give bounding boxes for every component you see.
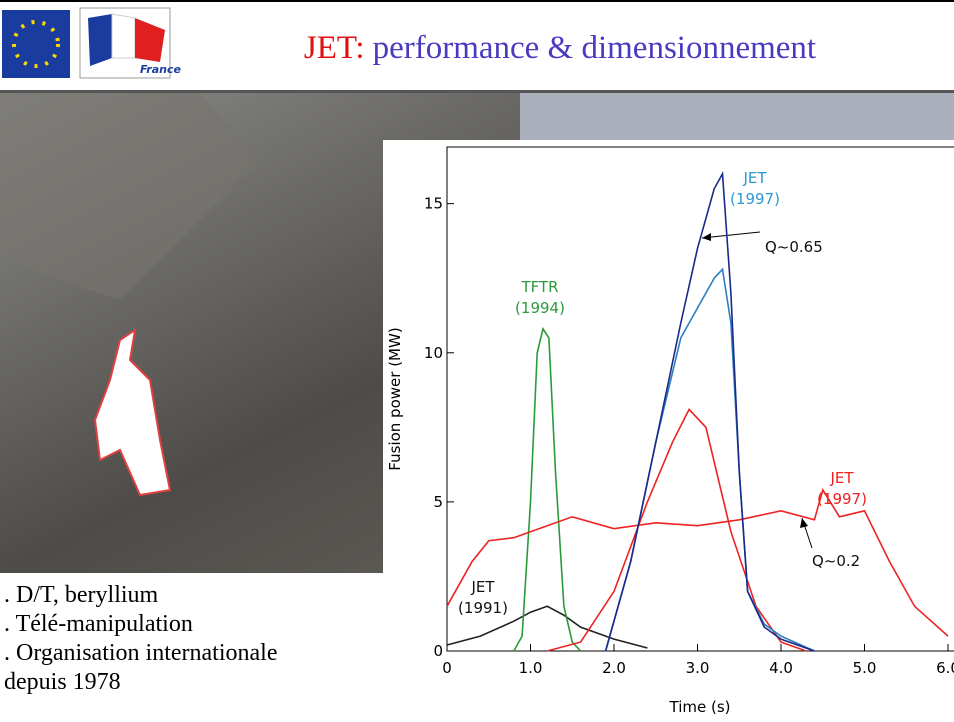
top-border — [0, 0, 954, 2]
y-tick-label: 15 — [424, 195, 443, 213]
header-rule — [0, 90, 954, 93]
bullet: . D/T, beryllium — [4, 582, 159, 608]
annotation: Q~0.2 — [812, 552, 860, 570]
flag-label: France — [140, 63, 182, 76]
annotation: JET — [829, 469, 854, 487]
slide-title: JET:performance & dimensionnement — [304, 30, 816, 66]
annotation: (1994) — [515, 299, 565, 317]
chart-bg — [383, 140, 954, 722]
x-tick-label: 3.0 — [686, 659, 710, 677]
slide: France JET:performance & dimensionnement… — [0, 0, 954, 722]
bullet: depuis 1978 — [4, 669, 121, 695]
annotation: Q~0.65 — [765, 238, 823, 256]
x-tick-label: 2.0 — [602, 659, 626, 677]
fr-blue — [88, 14, 112, 66]
annotation: (1997) — [817, 490, 867, 508]
x-tick-label: 4.0 — [769, 659, 793, 677]
y-tick-label: 10 — [424, 344, 443, 362]
x-axis-label: Time (s) — [669, 698, 731, 716]
bullet: . Télé-manipulation — [4, 611, 193, 637]
annotation: TFTR — [520, 278, 558, 296]
bullet: . Organisation internationale — [4, 640, 277, 666]
title-prefix: JET: — [304, 30, 365, 66]
x-tick-label: 0 — [442, 659, 452, 677]
title-text: performance & dimensionnement — [373, 30, 817, 66]
photo-window — [520, 93, 954, 140]
annotation: (1991) — [458, 599, 508, 617]
x-tick-label: 5.0 — [853, 659, 877, 677]
page: France JET:performance & dimensionnement… — [0, 0, 954, 722]
annotation: (1997) — [730, 190, 780, 208]
annotation: JET — [742, 169, 767, 187]
fr-white — [112, 14, 135, 58]
y-tick-label: 5 — [433, 493, 443, 511]
annotation: JET — [470, 578, 495, 596]
x-tick-label: 1.0 — [519, 659, 543, 677]
x-tick-label: 6.0 — [936, 659, 954, 677]
y-axis-label: Fusion power (MW) — [386, 327, 404, 470]
y-tick-label: 0 — [433, 642, 443, 660]
